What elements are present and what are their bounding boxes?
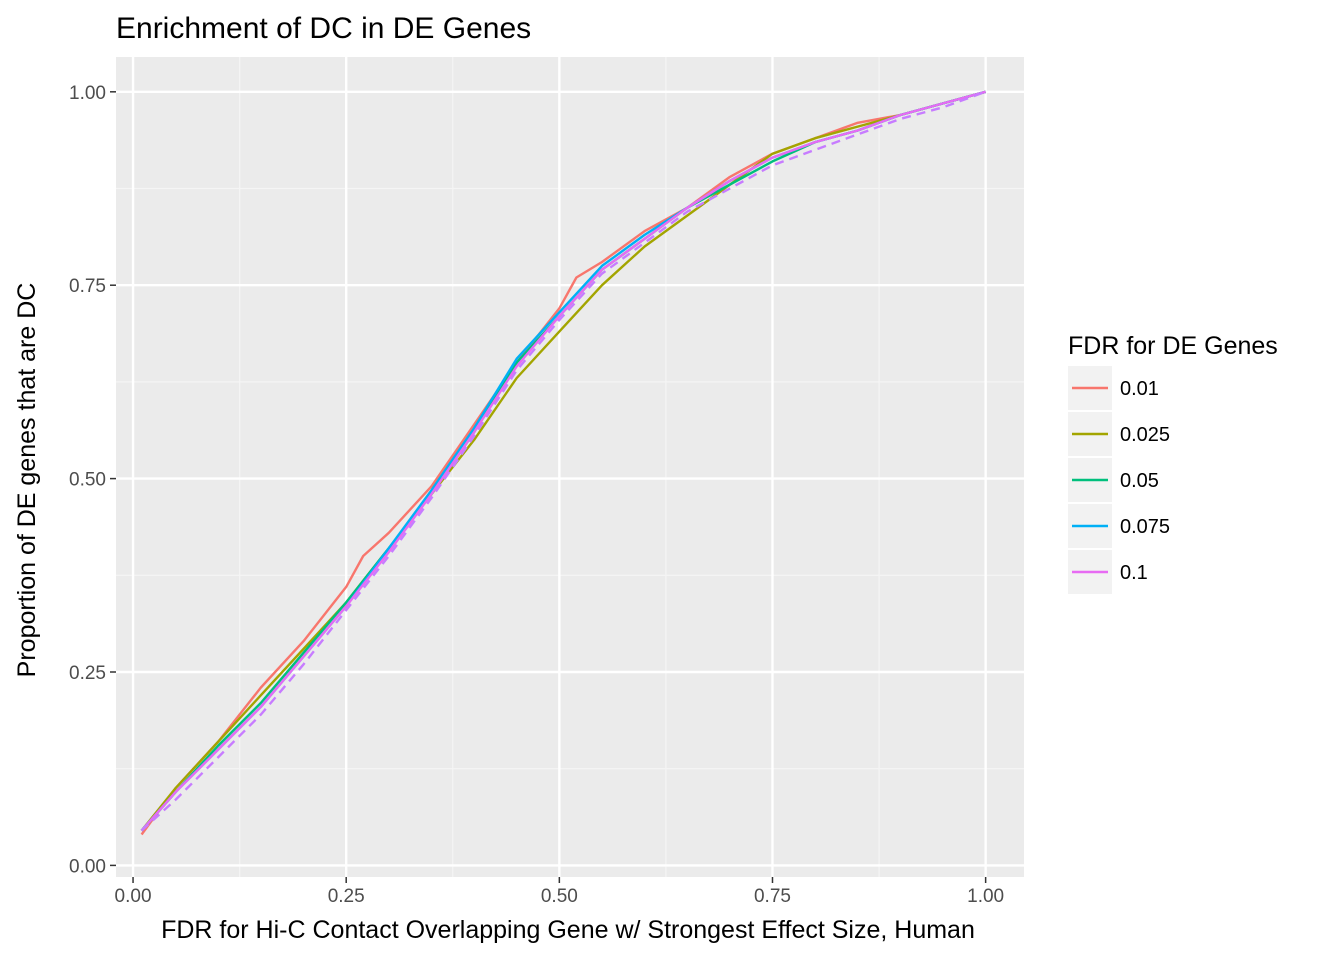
y-tick-label: 0.50 — [69, 470, 106, 491]
y-tick-label: 1.00 — [69, 83, 106, 104]
series-line-0-01 — [140, 90, 986, 836]
legend-label: 0.01 — [1120, 378, 1159, 400]
panel-background — [116, 57, 1024, 877]
legend-title: FDR for DE Genes — [1068, 332, 1278, 360]
y-tick-label: 0.00 — [69, 856, 106, 877]
x-tick-label: 1.00 — [967, 886, 1004, 907]
axes: 0.00 0.25 0.50 0.75 1.00 0.00 0.25 0.50 0.75 1.00 — [69, 83, 1004, 907]
plot-panel — [116, 57, 1024, 877]
legend-label: 0.05 — [1120, 470, 1159, 492]
series-line-0-025 — [140, 90, 986, 832]
x-tick-label: 0.00 — [115, 886, 152, 907]
legend-label: 0.025 — [1120, 424, 1170, 446]
x-tick-label: 0.50 — [541, 886, 578, 907]
series-line-0-1 — [140, 90, 986, 832]
y-axis-title: Proportion of DE genes that are DC — [13, 283, 41, 678]
y-tick-label: 0.75 — [69, 276, 106, 297]
legend-label: 0.075 — [1120, 516, 1170, 538]
legend: FDR for DE Genes 0.01 0.025 0.05 0.075 0.1 — [1068, 332, 1278, 594]
y-tick-label: 0.25 — [69, 663, 106, 684]
series-lines — [140, 90, 987, 836]
chart-title: Enrichment of DC in DE Genes — [116, 12, 531, 45]
grid — [116, 57, 1024, 877]
x-tick-label: 0.75 — [754, 886, 791, 907]
x-axis-title: FDR for Hi-C Contact Overlapping Gene w/… — [161, 916, 975, 944]
legend-label: 0.1 — [1120, 562, 1148, 584]
x-tick-label: 0.25 — [328, 886, 365, 907]
series-line-dashed-5 — [140, 90, 987, 832]
